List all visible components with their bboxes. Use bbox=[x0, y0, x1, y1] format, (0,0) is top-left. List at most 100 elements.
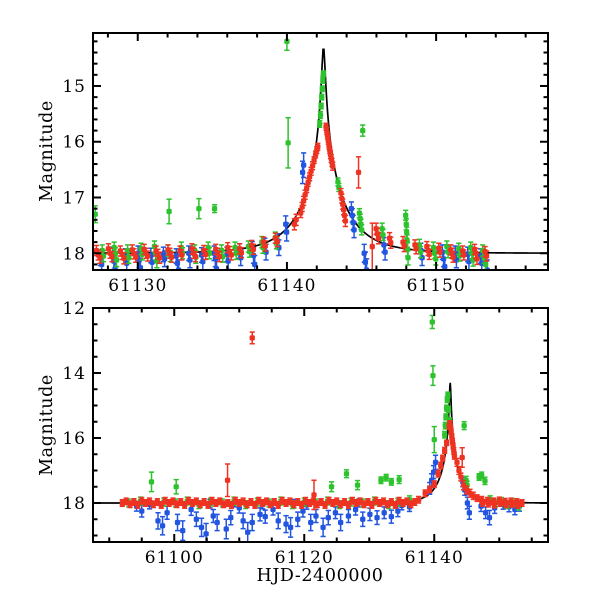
data-point bbox=[374, 514, 380, 521]
data-point bbox=[381, 510, 387, 516]
data-point bbox=[405, 255, 411, 261]
data-point bbox=[432, 459, 439, 466]
data-point bbox=[416, 497, 422, 503]
data-point bbox=[328, 484, 335, 490]
data-point bbox=[413, 246, 419, 252]
data-point bbox=[330, 163, 336, 169]
data-point bbox=[403, 221, 409, 227]
data-point bbox=[388, 479, 395, 485]
data-point bbox=[382, 249, 388, 255]
data-point bbox=[466, 258, 472, 265]
data-point bbox=[159, 523, 166, 529]
data-point bbox=[401, 243, 407, 249]
data-point bbox=[417, 249, 424, 255]
data-point bbox=[196, 206, 202, 212]
data-point bbox=[443, 440, 450, 446]
data-point bbox=[448, 428, 454, 435]
data-point bbox=[351, 227, 357, 233]
data-point bbox=[431, 481, 437, 487]
data-point bbox=[479, 472, 485, 479]
data-point bbox=[319, 86, 325, 92]
data-point bbox=[317, 112, 324, 118]
data-point bbox=[378, 477, 384, 483]
data-point bbox=[474, 495, 480, 501]
data-point bbox=[274, 238, 280, 245]
data-point bbox=[442, 432, 448, 438]
data-point bbox=[345, 502, 352, 508]
data-point bbox=[145, 253, 151, 259]
data-point bbox=[216, 253, 223, 260]
data-point bbox=[180, 527, 186, 534]
data-point bbox=[182, 502, 188, 508]
x-tick-label: 61100 bbox=[145, 548, 204, 568]
data-point bbox=[193, 516, 199, 522]
data-point bbox=[515, 502, 521, 508]
data-point bbox=[299, 502, 305, 508]
data-point bbox=[238, 250, 245, 256]
data-point bbox=[322, 502, 328, 508]
y-tick-label: 17 bbox=[62, 189, 86, 209]
data-point bbox=[443, 414, 449, 420]
data-point bbox=[148, 479, 155, 485]
data-point bbox=[135, 502, 141, 508]
data-point bbox=[157, 255, 163, 261]
x-tick-label: 61150 bbox=[407, 276, 466, 296]
data-point bbox=[187, 257, 193, 263]
data-point bbox=[155, 518, 161, 524]
data-point bbox=[464, 500, 471, 506]
data-point bbox=[275, 502, 281, 508]
data-point bbox=[454, 459, 460, 466]
data-point bbox=[188, 506, 194, 513]
data-point bbox=[442, 447, 448, 454]
data-point bbox=[456, 467, 462, 474]
data-point bbox=[445, 392, 451, 398]
data-point bbox=[459, 454, 465, 461]
data-point bbox=[126, 255, 132, 261]
data-point bbox=[228, 514, 234, 521]
data-point bbox=[158, 502, 164, 508]
data-point bbox=[257, 511, 263, 518]
series-red-telescope-points bbox=[119, 331, 525, 511]
data-point bbox=[249, 519, 255, 526]
data-point bbox=[427, 486, 433, 493]
data-point bbox=[338, 519, 344, 526]
top-panel-tick-labels: 61130 61140 61150 15 16 17 18 bbox=[62, 77, 466, 296]
data-point bbox=[509, 501, 515, 507]
data-point bbox=[275, 518, 281, 524]
data-point bbox=[311, 492, 317, 498]
data-point bbox=[198, 524, 205, 531]
bottom-panel-tick-labels: 61100 61120 61140 12 14 16 18 bbox=[62, 299, 462, 568]
data-point bbox=[202, 251, 209, 258]
data-point bbox=[174, 519, 181, 526]
top-panel-ticks bbox=[93, 33, 548, 270]
data-point bbox=[430, 469, 437, 475]
data-point bbox=[97, 255, 103, 261]
x-tick-label: 61130 bbox=[108, 276, 167, 296]
data-point bbox=[262, 514, 268, 520]
data-point bbox=[309, 163, 316, 169]
data-point bbox=[404, 229, 410, 236]
data-point bbox=[149, 259, 155, 265]
y-tick-label: 16 bbox=[62, 133, 86, 153]
bottom-panel: 61100 61120 61140 12 14 16 18 bbox=[62, 299, 549, 568]
data-point bbox=[461, 423, 467, 429]
data-point bbox=[139, 508, 145, 514]
data-point bbox=[422, 490, 428, 496]
data-point bbox=[375, 235, 382, 241]
data-point bbox=[497, 500, 503, 506]
data-point bbox=[431, 436, 437, 443]
x-tick-label: 61140 bbox=[257, 276, 316, 296]
data-point bbox=[395, 508, 401, 514]
data-point bbox=[179, 252, 185, 258]
data-point bbox=[313, 513, 319, 519]
data-point bbox=[491, 501, 498, 508]
data-point bbox=[249, 335, 255, 341]
y-axis-label-top: Magnitude bbox=[37, 100, 57, 202]
top-panel-data-area bbox=[93, 33, 548, 270]
top-panel: 61130 61140 61150 15 16 17 18 bbox=[62, 32, 549, 296]
data-point bbox=[482, 510, 489, 516]
data-point bbox=[164, 510, 170, 516]
data-point bbox=[332, 510, 339, 516]
data-point bbox=[345, 513, 352, 519]
